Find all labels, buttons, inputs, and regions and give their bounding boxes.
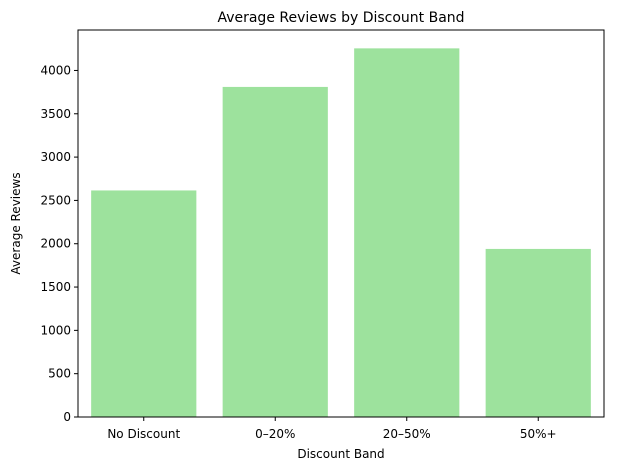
plot-frame	[77, 29, 605, 418]
y-axis-label: Average Reviews	[9, 172, 23, 274]
y-tick-label: 4000	[40, 63, 71, 77]
x-tick-label: No Discount	[107, 427, 180, 441]
chart-title: Average Reviews by Discount Band	[217, 10, 464, 26]
y-tick-label: 3500	[40, 107, 71, 121]
x-axis: No Discount 0–20% 20–50% 50%+	[107, 417, 557, 441]
x-tick-label: 0–20%	[255, 427, 295, 441]
bar-0-20	[222, 86, 328, 418]
y-tick-label: 0	[63, 410, 71, 424]
y-tick-label: 2000	[40, 237, 71, 251]
y-tick-label: 3000	[40, 150, 71, 164]
x-tick-label: 20–50%	[383, 427, 431, 441]
y-tick-label: 1500	[40, 280, 71, 294]
bar-50	[485, 248, 591, 417]
bars-group	[91, 48, 591, 418]
y-tick-label: 2500	[40, 193, 71, 207]
x-axis-label: Discount Band	[297, 447, 384, 461]
bar-20-50	[354, 48, 460, 417]
y-axis: 0 500 1000 1500 2000 2500 3000 3500 4000	[40, 63, 78, 424]
bar-no-discount	[91, 190, 197, 417]
x-tick-label: 50%+	[520, 427, 557, 441]
y-tick-label: 500	[48, 367, 71, 381]
y-tick-label: 1000	[40, 323, 71, 337]
